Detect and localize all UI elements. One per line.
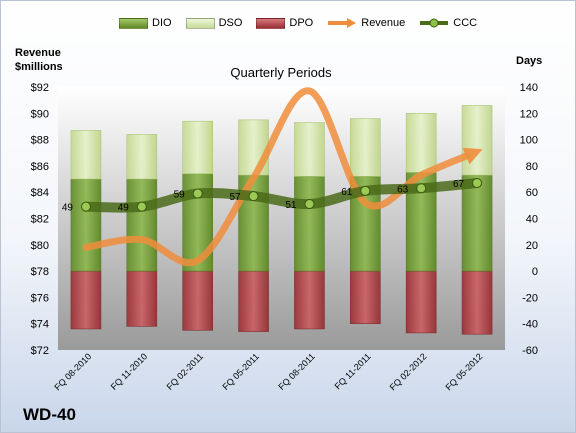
bar-dso: [70, 130, 102, 180]
right-tick-label: 40: [526, 214, 538, 226]
ccc-point: [360, 185, 371, 196]
ccc-data-label: 57: [229, 192, 241, 203]
ccc-data-label: 49: [62, 203, 74, 214]
legend-item-dpo: DPO: [256, 17, 313, 29]
right-tick-label: 140: [520, 82, 538, 94]
bar-dso: [238, 119, 269, 176]
category-label: FQ 02-2011: [165, 351, 206, 392]
legend-label-dio: DIO: [152, 17, 172, 29]
ccc-data-label: 61: [341, 187, 353, 198]
legend-item-ccc: CCC: [419, 17, 477, 29]
right-tick-label: 60: [526, 187, 538, 199]
bar-dso: [126, 134, 158, 180]
bar-dso: [461, 105, 493, 176]
left-axis-title: Revenue $millions: [15, 46, 63, 74]
right-tick-label: 100: [520, 135, 538, 147]
right-tick-label: -40: [522, 319, 538, 331]
category-label: FQ 11-2011: [333, 351, 373, 391]
left-tick-label: $78: [31, 266, 49, 278]
bar-dpo: [461, 270, 493, 335]
bar-dso: [405, 113, 437, 173]
ccc-point: [472, 177, 483, 188]
legend-swatch-dio: [119, 17, 148, 29]
bar-dio: [294, 176, 325, 272]
ccc-data-label: 63: [397, 184, 409, 195]
legend-label-dso: DSO: [218, 17, 243, 29]
right-axis-title: Days: [516, 55, 543, 67]
ccc-point: [80, 201, 91, 212]
category-label: FQ 02-2012: [388, 351, 429, 392]
bar-dpo: [294, 270, 325, 330]
revenue-arrowhead: [462, 147, 483, 165]
chart-title: Quarterly Periods: [230, 65, 332, 80]
legend-item-dio: DIO: [119, 17, 172, 29]
legend-swatch-revenue: [328, 18, 357, 28]
right-tick-label: 20: [526, 240, 538, 252]
bar-dpo: [405, 270, 437, 334]
right-tick-label: 80: [526, 161, 538, 173]
category-label: FQ 08-2010: [52, 351, 93, 392]
category-label: FQ 05-2012: [443, 351, 484, 392]
legend-label-revenue: Revenue: [361, 17, 406, 29]
company-name: WD-40: [23, 405, 76, 424]
left-tick-label: $82: [31, 214, 49, 226]
left-tick-label: $72: [31, 345, 49, 357]
legend-item-revenue: Revenue: [327, 17, 405, 29]
ccc-point: [136, 201, 147, 212]
bar-dpo: [182, 270, 213, 331]
left-tick-label: $84: [31, 187, 49, 199]
category-label: FQ 05-2011: [220, 351, 261, 392]
left-tick-label: $86: [31, 161, 49, 173]
left-tick-label: $76: [31, 292, 49, 304]
left-tick-label: $90: [31, 108, 49, 120]
left-tick-label: $80: [31, 240, 49, 252]
legend-swatch-ccc: [420, 18, 449, 28]
ccc-data-label: 49: [118, 203, 130, 214]
legend-item-dso: DSO: [185, 17, 243, 29]
right-tick-label: -60: [522, 345, 538, 357]
left-tick-label: $92: [31, 82, 49, 94]
bar-dpo: [350, 270, 381, 325]
ccc-data-label: 51: [285, 200, 297, 211]
right-tick-label: -20: [522, 292, 538, 304]
ccc-point: [416, 183, 427, 194]
bar-dio: [126, 178, 158, 272]
legend-swatch-dso: [185, 17, 215, 29]
right-tick-label: 120: [520, 108, 538, 120]
ccc-point: [248, 191, 259, 202]
ccc-data-label: 67: [453, 179, 465, 190]
ccc-point: [304, 199, 315, 210]
bar-dio: [461, 174, 493, 272]
ccc-data-label: 59: [174, 190, 186, 201]
bar-dio: [70, 178, 102, 272]
bar-dso: [294, 122, 325, 177]
legend: DIO DSO DPO Revenue CCC: [119, 17, 477, 29]
left-tick-label: $88: [31, 135, 49, 147]
bar-dpo: [70, 270, 102, 330]
right-tick-label: 0: [532, 266, 538, 278]
ccc-point: [192, 188, 203, 199]
bar-dpo: [238, 270, 269, 332]
bar-dpo: [126, 270, 158, 327]
category-label: FQ 11-2010: [109, 351, 150, 392]
bar-dso: [182, 120, 213, 175]
legend-swatch-dpo: [256, 17, 286, 29]
left-axis-title-line1: Revenue: [15, 47, 61, 59]
left-axis-title-line2: $millions: [15, 61, 63, 73]
legend-label-ccc: CCC: [453, 17, 478, 29]
legend-label-dpo: DPO: [289, 17, 314, 29]
left-tick-label: $74: [31, 319, 49, 331]
category-label: FQ 08-2011: [276, 351, 317, 392]
bar-dso: [350, 118, 381, 177]
